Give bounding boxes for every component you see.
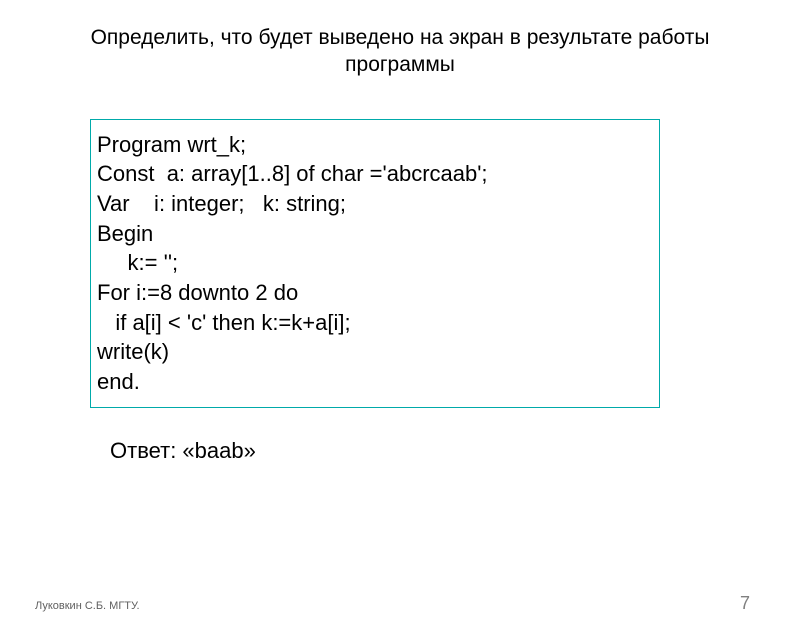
slide-title-line2: программы bbox=[345, 51, 455, 78]
code-line: For i:=8 downto 2 do bbox=[97, 278, 653, 308]
code-line: Begin bbox=[97, 219, 653, 249]
answer-text: Ответ: «baab» bbox=[110, 438, 800, 464]
slide-title-line1: Определить, что будет выведено на экран … bbox=[91, 24, 710, 51]
title-container: Определить, что будет выведено на экран … bbox=[0, 0, 800, 79]
code-line: Var i: integer; k: string; bbox=[97, 189, 653, 219]
code-line: end. bbox=[97, 367, 653, 397]
footer-author: Луковкин С.Б. МГТУ. bbox=[35, 600, 140, 612]
code-line: k:= ''; bbox=[97, 248, 653, 278]
code-box: Program wrt_k; Const a: array[1..8] of c… bbox=[90, 119, 660, 408]
code-line: Const a: array[1..8] of char ='abcrcaab'… bbox=[97, 159, 653, 189]
code-line: write(k) bbox=[97, 337, 653, 367]
code-line: if a[i] < 'c' then k:=k+a[i]; bbox=[97, 308, 653, 338]
code-line: Program wrt_k; bbox=[97, 130, 653, 160]
page-number: 7 bbox=[740, 593, 750, 614]
